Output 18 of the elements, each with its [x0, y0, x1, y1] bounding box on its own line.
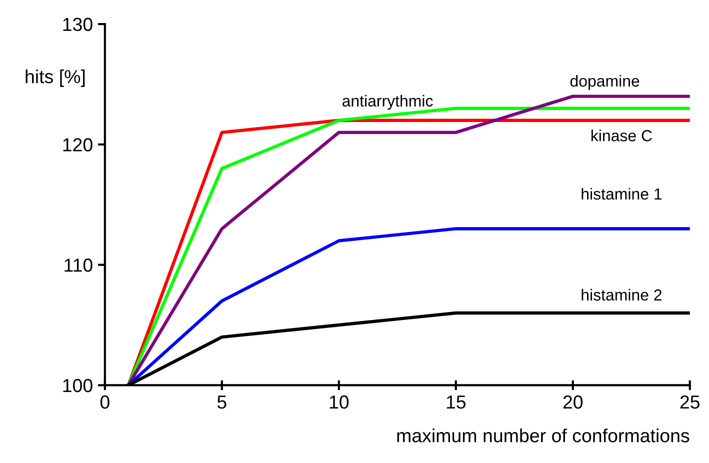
y-tick-label: 110 — [64, 258, 92, 272]
x-axis-title: maximum number of conformations — [397, 428, 690, 442]
series-label: histamine 1 — [582, 188, 662, 200]
x-tick-label: 0 — [100, 395, 110, 409]
y-axis-title: hits [%] — [26, 70, 85, 87]
x-tick-label: 25 — [680, 395, 700, 409]
y-tick-label: 130 — [63, 18, 92, 32]
series-label: kinase C — [591, 130, 652, 142]
x-tick-label: 15 — [446, 396, 466, 409]
series-label: dopamine — [570, 74, 640, 90]
y-tick-label: 100 — [63, 378, 92, 392]
x-tick-label: 20 — [563, 395, 583, 409]
x-tick-label: 10 — [330, 395, 349, 409]
x-tick-label: 5 — [217, 396, 226, 409]
y-tick-label: 120 — [63, 138, 92, 152]
series-label: histamine 2 — [582, 288, 662, 301]
series-label: antiarrythmic — [342, 94, 433, 110]
line-series — [126, 227, 690, 386]
